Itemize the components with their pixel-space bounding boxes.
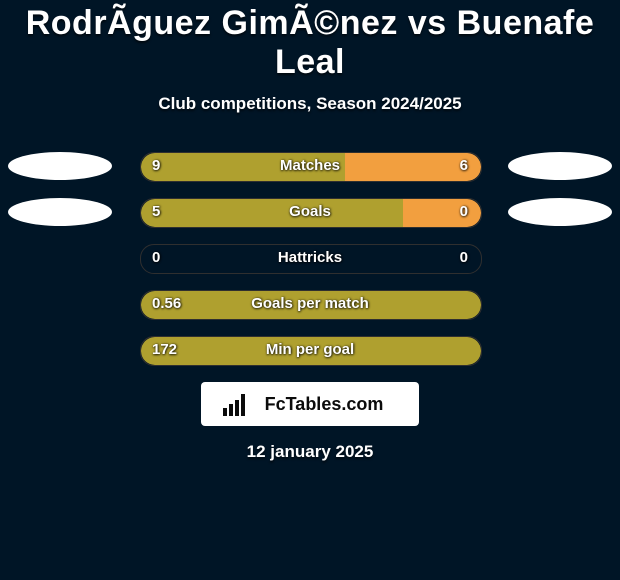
team-badge-right xyxy=(508,152,612,180)
stat-label: Min per goal xyxy=(140,336,480,364)
logo-box: FcTables.com xyxy=(201,382,419,426)
team-badge-left xyxy=(8,152,112,180)
bar-chart-icon xyxy=(223,394,247,421)
stats-rows: 96Matches 50Goals 00Hattricks 0.56Goals per… xyxy=(0,152,620,364)
stat-row: 96Matches xyxy=(0,152,620,180)
team-badge-right xyxy=(508,198,612,226)
stat-label: Goals xyxy=(140,198,480,226)
stat-row: 50Goals xyxy=(0,198,620,226)
stat-label: Matches xyxy=(140,152,480,180)
date-label: 12 january 2025 xyxy=(0,442,620,462)
stat-row: 172Min per goal xyxy=(0,336,620,364)
stat-label: Goals per match xyxy=(140,290,480,318)
stat-row: 00Hattricks xyxy=(0,244,620,272)
stat-row: 0.56Goals per match xyxy=(0,290,620,318)
team-badge-left xyxy=(8,198,112,226)
page-subtitle: Club competitions, Season 2024/2025 xyxy=(0,94,620,114)
page-title: RodrÃ­guez GimÃ©nez vs Buenafe Leal xyxy=(0,4,620,82)
comparison-infographic: RodrÃ­guez GimÃ©nez vs Buenafe Leal Club… xyxy=(0,4,620,462)
stat-label: Hattricks xyxy=(140,244,480,272)
